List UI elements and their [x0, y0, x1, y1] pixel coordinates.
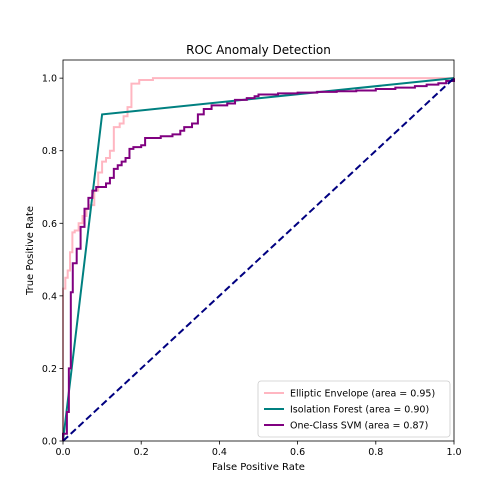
plot-frame — [62, 59, 455, 442]
legend-label: Isolation Forest (area = 0.90) — [290, 405, 429, 416]
y-tick-label: 0.8 — [42, 146, 57, 157]
series-layer — [62, 77, 455, 442]
x-axis-ticks: 0.0 0.2 0.4 0.6 0.8 1.0 — [55, 441, 462, 458]
y-tick-label: 1.0 — [42, 74, 57, 85]
roc-curve-elliptic-envelope — [62, 77, 454, 441]
x-axis-label: False Positive Rate — [212, 462, 305, 473]
roc-curve-one-class-svm — [62, 78, 455, 441]
x-tick-label: 0.0 — [55, 447, 70, 458]
legend-box — [257, 380, 451, 438]
legend: Elliptic Envelope (area = 0.95) Isolation… — [257, 380, 451, 438]
y-tick-label: 0.0 — [42, 437, 57, 448]
y-axis-label: True Positive Rate — [25, 206, 36, 296]
x-tick-label: 0.4 — [212, 447, 227, 458]
chance-line — [62, 77, 455, 442]
y-tick-label: 0.4 — [42, 291, 57, 302]
x-tick-label: 0.2 — [134, 447, 149, 458]
x-tick-label: 0.6 — [290, 447, 305, 458]
y-axis-ticks: 0.0 0.2 0.4 0.6 0.8 1.0 — [42, 74, 63, 448]
chart-title: ROC Anomaly Detection — [186, 43, 331, 57]
legend-label: One-Class SVM (area = 0.87) — [290, 421, 428, 432]
x-tick-label: 0.8 — [368, 447, 383, 458]
y-tick-label: 0.2 — [42, 364, 57, 375]
plot-area — [63, 60, 454, 441]
y-tick-label: 0.6 — [42, 219, 57, 230]
legend-label: Elliptic Envelope (area = 0.95) — [290, 389, 435, 400]
x-tick-label: 1.0 — [446, 447, 461, 458]
